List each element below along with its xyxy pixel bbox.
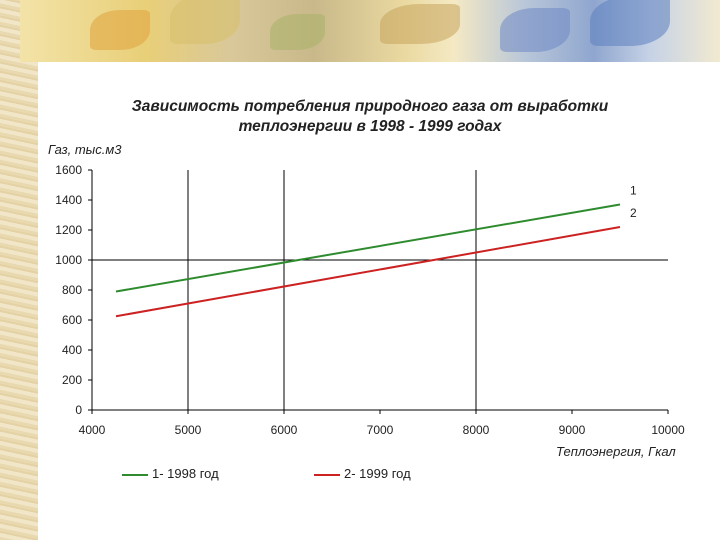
- y-tick-label: 0: [75, 403, 82, 417]
- y-tick-label: 600: [62, 313, 82, 327]
- chart-title: Зависимость потребления природного газа …: [131, 98, 609, 135]
- series-end-label-2: 2: [630, 206, 637, 220]
- x-tick-label: 4000: [79, 423, 106, 437]
- decorative-banner: [20, 0, 720, 62]
- y-tick-label: 1200: [55, 223, 82, 237]
- series-end-label-1: 1: [630, 184, 637, 198]
- x-tick-label: 5000: [175, 423, 202, 437]
- series-line-2: [115, 226, 621, 318]
- y-tick-label: 1600: [55, 163, 82, 177]
- y-tick-label: 1000: [55, 253, 82, 267]
- slide-background: [38, 62, 720, 540]
- legend-swatch-1998: [122, 473, 148, 476]
- y-axis-label: Газ, тыс.м3: [48, 142, 122, 157]
- legend-item-1999: 2- 1999 год: [314, 466, 411, 481]
- x-tick-label: 8000: [463, 423, 490, 437]
- x-tick-label: 10000: [651, 423, 685, 437]
- legend-label-1999: 2- 1999 год: [344, 466, 411, 481]
- x-tick-label: 9000: [559, 423, 586, 437]
- y-tick-label: 800: [62, 283, 82, 297]
- legend-item-1998: 1- 1998 год: [122, 466, 219, 481]
- parchment-border: [0, 0, 38, 540]
- y-tick-label: 200: [62, 373, 82, 387]
- x-tick-label: 7000: [367, 423, 394, 437]
- y-tick-label: 1400: [55, 193, 82, 207]
- legend-swatch-1999: [314, 473, 340, 476]
- x-tick-label: 6000: [271, 423, 298, 437]
- x-axis-label: Теплоэнергия, Гкал: [556, 444, 676, 459]
- y-tick-label: 400: [62, 343, 82, 357]
- legend-label-1998: 1- 1998 год: [152, 466, 219, 481]
- series-line-1: [115, 203, 621, 293]
